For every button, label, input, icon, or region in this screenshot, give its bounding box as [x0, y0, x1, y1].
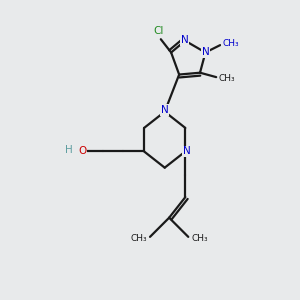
Text: N: N	[202, 47, 209, 58]
Text: CH₃: CH₃	[130, 234, 147, 243]
Text: CH₃: CH₃	[219, 74, 236, 83]
Text: O: O	[78, 146, 86, 157]
Text: Cl: Cl	[154, 26, 164, 36]
Text: CH₃: CH₃	[222, 39, 239, 48]
Text: H: H	[64, 145, 72, 155]
Text: N: N	[183, 146, 191, 157]
Text: N: N	[161, 105, 169, 115]
Text: CH₃: CH₃	[191, 234, 208, 243]
Text: N: N	[181, 35, 188, 45]
